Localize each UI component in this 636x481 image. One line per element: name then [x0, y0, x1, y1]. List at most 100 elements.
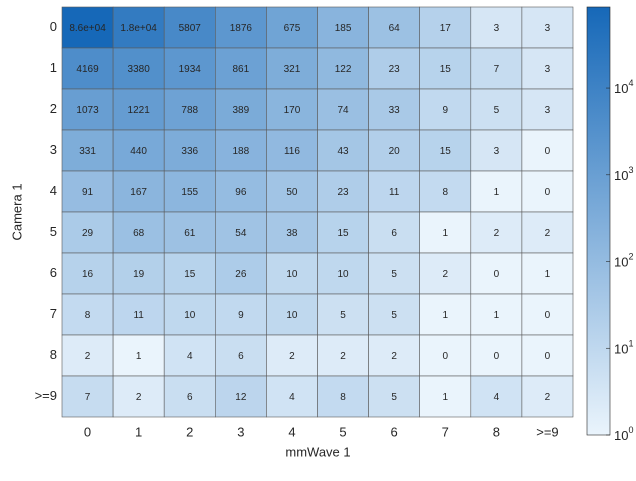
cell-label: 5807	[179, 23, 202, 34]
cell-label: 170	[284, 105, 301, 116]
cell	[521, 293, 574, 336]
cell	[61, 334, 114, 377]
cell-label: 167	[130, 187, 147, 198]
y-tick-label: >=9	[35, 388, 57, 403]
cell-label: 91	[82, 187, 94, 198]
tick-base: 10	[614, 255, 628, 270]
x-tick-label: 5	[339, 424, 346, 439]
cell	[521, 334, 574, 377]
cell-label: 2	[85, 351, 91, 362]
x-axis-label: mmWave 1	[285, 444, 350, 459]
cell-label: 10	[184, 310, 196, 321]
cell	[61, 375, 114, 418]
cell-label: 116	[284, 146, 300, 157]
y-axis-label: Camera 1	[9, 183, 24, 240]
colorbar-tick-label: 100	[614, 425, 633, 443]
cell-label: 2	[136, 392, 142, 403]
cell	[368, 252, 421, 295]
cell-label: 23	[337, 187, 349, 198]
cell-label: 1	[494, 187, 500, 198]
x-tick-label: 7	[442, 424, 449, 439]
cell-label: 0	[442, 351, 448, 362]
cell-label: 336	[181, 146, 198, 157]
cell-label: 5	[494, 105, 500, 116]
cell	[419, 334, 472, 377]
cell	[419, 129, 472, 172]
cell	[419, 47, 472, 90]
cell-label: 54	[235, 228, 247, 239]
cell	[163, 88, 216, 131]
cell-label: 26	[235, 269, 247, 280]
cell	[317, 252, 369, 295]
tick-base: 10	[614, 428, 628, 443]
cell-label: 15	[184, 269, 196, 280]
y-tick-label: 3	[50, 142, 57, 157]
cell	[266, 6, 318, 49]
cell	[112, 6, 165, 49]
cell-label: 19	[133, 269, 145, 280]
cell	[163, 170, 216, 213]
cell	[521, 6, 574, 49]
cell-label: 8	[340, 392, 346, 403]
cell	[112, 334, 165, 377]
cell	[61, 88, 114, 131]
cell-label: 861	[233, 64, 250, 75]
cell	[419, 88, 472, 131]
cell-label: 0	[545, 146, 551, 157]
cell-label: 12	[235, 392, 247, 403]
cell	[61, 252, 114, 295]
cell	[112, 47, 165, 90]
cell-label: 5	[340, 310, 346, 321]
cell-label: 185	[335, 23, 352, 34]
cell-label: 155	[181, 187, 198, 198]
cell-label: 74	[337, 105, 349, 116]
x-tick-label: 6	[391, 424, 398, 439]
cell	[521, 88, 574, 131]
cell	[368, 334, 421, 377]
cell	[470, 129, 523, 172]
y-tick-label: 5	[50, 224, 57, 239]
cell	[419, 170, 472, 213]
tick-base: 10	[614, 342, 628, 357]
cell	[215, 47, 267, 90]
tick-base: 10	[614, 81, 628, 96]
cell	[266, 293, 318, 336]
cell	[470, 211, 523, 254]
cell	[163, 47, 216, 90]
cell	[521, 252, 574, 295]
x-tick-label: 8	[493, 424, 500, 439]
cell-label: 675	[284, 23, 301, 34]
cell	[419, 6, 472, 49]
cell-label: 2	[289, 351, 295, 362]
cell-label: 3	[545, 105, 551, 116]
cell	[163, 334, 216, 377]
cell-label: 15	[337, 228, 349, 239]
cell-label: 6	[391, 228, 397, 239]
tick-exponent: 1	[628, 339, 633, 349]
cell	[470, 47, 523, 90]
cell	[163, 375, 216, 418]
cell-label: 1073	[76, 105, 99, 116]
cell-label: 11	[389, 187, 400, 198]
cell	[317, 293, 369, 336]
cell-label: 788	[181, 105, 198, 116]
cell	[215, 252, 267, 295]
tick-exponent: 2	[628, 252, 633, 262]
cell	[266, 334, 318, 377]
y-tick-label: 1	[50, 60, 57, 75]
cell	[317, 375, 369, 418]
cell-label: 64	[389, 23, 401, 34]
cell-label: 0	[545, 310, 551, 321]
cell	[266, 375, 318, 418]
cell-label: 1221	[128, 105, 151, 116]
y-tick-label: 4	[50, 183, 57, 198]
cell	[266, 170, 318, 213]
cell	[266, 211, 318, 254]
cell-label: 331	[79, 146, 96, 157]
cell-label: 10	[286, 269, 298, 280]
cell	[317, 47, 369, 90]
cell-label: 5	[391, 310, 397, 321]
cell	[419, 252, 472, 295]
cell-label: 8.6e+04	[69, 23, 106, 34]
cell	[470, 375, 523, 418]
